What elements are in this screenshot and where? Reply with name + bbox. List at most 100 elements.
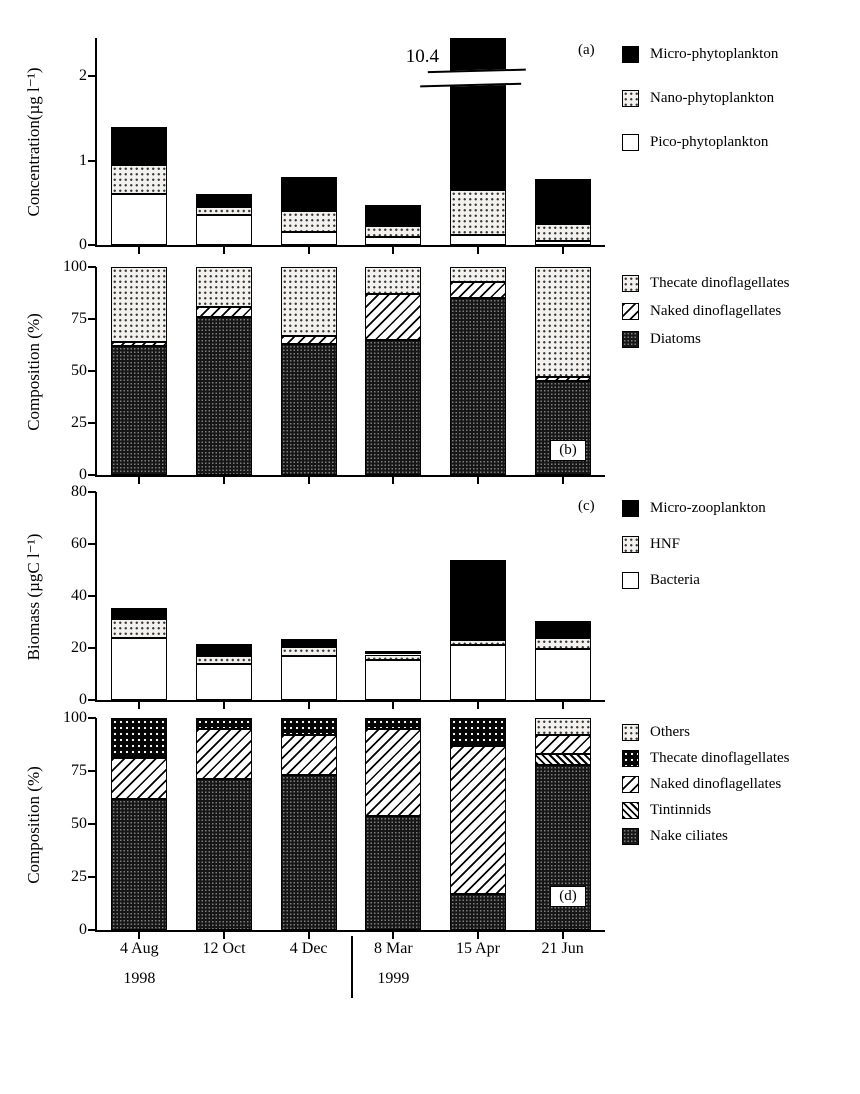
x-tick — [307, 246, 310, 254]
y-tick-label: 100 — [63, 258, 87, 275]
bar-c-micro-zooplankton — [450, 559, 506, 641]
bar-c-bacteria — [450, 645, 506, 700]
bar-d-naked-dinoflagellates — [196, 728, 252, 780]
panel-label-c: (c) — [578, 498, 595, 514]
x-tick — [138, 701, 141, 709]
legend-swatch-darkdot-icon — [622, 750, 639, 767]
x-tick — [392, 246, 395, 254]
y-tick-label: 80 — [71, 483, 87, 500]
bar-b-naked-dinoflagellates — [280, 335, 337, 344]
bar-b-thecate-dinoflagellates — [534, 267, 591, 378]
y-axis-label-composition-b: Composition (%) — [24, 313, 43, 431]
y-tick-label: 0 — [79, 466, 87, 483]
x-tick — [307, 701, 310, 709]
bar-c-hnf — [450, 640, 506, 646]
y-tick — [88, 244, 96, 246]
legend-item: Micro-phytoplankton — [622, 46, 857, 63]
x-category-label: 15 Apr — [456, 940, 500, 957]
bar-a-micro-phytoplankton — [111, 126, 168, 165]
bar-c-bacteria — [196, 663, 252, 700]
legend-item: Micro-zooplankton — [622, 500, 857, 517]
bar-d-nake-ciliates — [196, 779, 252, 930]
x-tick — [392, 701, 395, 709]
plot-area-b: 0 25 50 75 100 — [63, 258, 605, 484]
bar-c-hnf — [534, 637, 591, 650]
y-tick-label: 2 — [79, 67, 87, 85]
y-tick — [88, 75, 96, 78]
y-tick-label: 0 — [79, 236, 87, 253]
y-tick — [88, 159, 96, 162]
bar-a-pico-phytoplankton — [280, 232, 337, 245]
bar-d-nake-ciliates — [280, 775, 337, 930]
axis-break-marker — [419, 68, 527, 88]
legend-swatch-stipple-icon — [622, 724, 639, 741]
bar-b-diatoms — [196, 316, 252, 475]
y-tick — [88, 266, 96, 268]
x-tick — [561, 701, 564, 709]
y-tick-label: 60 — [71, 535, 87, 552]
bar-a-nano-phytoplankton — [534, 223, 591, 241]
panel-label-d: (d) — [550, 886, 586, 907]
legend-swatch-hatch-icon — [622, 776, 639, 793]
x-category-label: 12 Oct — [202, 940, 246, 957]
bar-d-thecate-dinoflagellates — [450, 718, 506, 746]
legend-item: Nano-phytoplankton — [622, 90, 857, 107]
legend-item: Nake ciliates — [622, 828, 857, 845]
legend-label: Micro-zooplankton — [650, 500, 766, 516]
legend-swatch-white-icon — [622, 572, 639, 589]
x-axis: 4 Aug 12 Oct 4 Dec 8 Mar 15 Apr 21 Jun 1998 199… — [97, 940, 605, 1000]
bar-b-thecate-dinoflagellates — [365, 267, 422, 295]
bar-d-naked-dinoflagellates — [280, 734, 337, 776]
bar-d-nake-ciliates — [450, 893, 506, 930]
legend-swatch-hatch-icon — [622, 303, 639, 320]
bar-a-nano-phytoplankton — [196, 206, 252, 216]
legend-item: Naked dinoflagellates — [622, 303, 857, 320]
bar-b-diatoms — [450, 298, 506, 475]
y-tick — [88, 699, 96, 701]
x-tick — [223, 701, 225, 709]
bar-a-pico-phytoplankton — [534, 240, 591, 245]
legend-swatch-dense-icon — [622, 828, 639, 845]
x-tick — [561, 476, 564, 484]
bar-d-thecate-dinoflagellates — [365, 718, 422, 729]
bar-c-hnf — [365, 654, 422, 660]
y-tick — [88, 422, 96, 424]
x-tick — [477, 931, 479, 939]
bar-d-naked-dinoflagellates — [450, 745, 506, 894]
y-tick — [88, 474, 96, 476]
bar-b-diatoms — [365, 339, 422, 475]
legend-panel-c: Micro-zooplankton HNF Bacteria — [622, 500, 857, 608]
bar-d-thecate-dinoflagellates — [111, 718, 168, 759]
bar-d-naked-dinoflagellates — [111, 758, 168, 799]
bar-b-thecate-dinoflagellates — [280, 267, 337, 336]
y-tick-label: 20 — [71, 639, 87, 656]
bar-c-hnf — [111, 619, 168, 638]
bar-d-tintinnids — [534, 754, 591, 765]
bar-d-naked-dinoflagellates — [365, 728, 422, 816]
y-tick — [88, 823, 96, 825]
x-year-label: 1999 — [377, 970, 410, 987]
panel-label-a: (a) — [578, 42, 595, 58]
legend-item: Pico-phytoplankton — [622, 134, 857, 151]
y-tick — [88, 647, 96, 649]
legend-label: Micro-phytoplankton — [650, 46, 779, 62]
y-tick-label: 25 — [71, 868, 87, 885]
bar-b-naked-dinoflagellates — [365, 294, 422, 340]
year-divider-line — [351, 936, 353, 998]
bar-b-naked-dinoflagellates — [196, 306, 252, 317]
x-tick — [223, 931, 225, 939]
legend-swatch-dense-icon — [622, 331, 639, 348]
y-tick-label: 75 — [71, 762, 87, 779]
y-tick-label: 0 — [79, 691, 87, 708]
legend-item: Tintinnids — [622, 802, 857, 819]
x-tick — [477, 246, 479, 254]
bar-b-naked-dinoflagellates — [450, 281, 506, 299]
bar-c-micro-zooplankton — [534, 620, 591, 638]
y-tick — [88, 770, 96, 772]
bar-a-micro-phytoplankton — [365, 205, 422, 227]
legend-label: Bacteria — [650, 572, 700, 588]
bar-a-nano-phytoplankton — [365, 226, 422, 237]
bar-c-hnf — [196, 655, 252, 664]
bar-a-nano-phytoplankton — [280, 211, 337, 233]
legend-swatch-stipple-icon — [622, 90, 639, 107]
